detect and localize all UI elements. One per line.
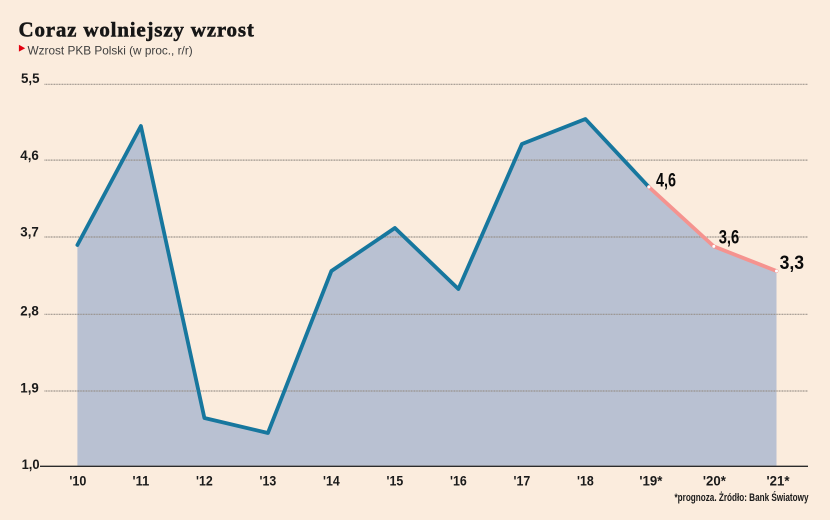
svg-text:'13: '13 xyxy=(260,473,277,489)
svg-text:4,6: 4,6 xyxy=(20,147,39,163)
svg-text:'17: '17 xyxy=(514,473,531,489)
svg-text:3,7: 3,7 xyxy=(20,224,39,240)
svg-text:1,9: 1,9 xyxy=(20,379,39,395)
svg-text:3,6: 3,6 xyxy=(719,228,740,249)
svg-text:'19*: '19* xyxy=(639,473,663,489)
svg-text:'11: '11 xyxy=(133,473,150,489)
svg-text:'10: '10 xyxy=(69,472,86,488)
svg-text:Coraz wolniejszy wzrost: Coraz wolniejszy wzrost xyxy=(19,18,255,42)
svg-text:3,3: 3,3 xyxy=(780,253,805,274)
svg-text:'12: '12 xyxy=(196,473,213,489)
svg-text:'15: '15 xyxy=(387,473,404,489)
svg-text:1,0: 1,0 xyxy=(22,456,40,472)
svg-text:'21*: '21* xyxy=(767,473,791,489)
svg-text:'16: '16 xyxy=(450,473,467,489)
svg-text:'18: '18 xyxy=(577,473,594,489)
svg-text:Wzrost PKB Polski (w proc., r/: Wzrost PKB Polski (w proc., r/r) xyxy=(28,44,193,58)
svg-text:'14: '14 xyxy=(323,473,340,489)
svg-text:4,6: 4,6 xyxy=(656,171,676,192)
svg-text:2,8: 2,8 xyxy=(20,303,39,319)
svg-text:5,5: 5,5 xyxy=(21,70,40,86)
svg-text:'20*: '20* xyxy=(703,473,727,489)
svg-text:*prognoza. Żródło: Bank Świato: *prognoza. Żródło: Bank Światowy xyxy=(675,491,810,504)
